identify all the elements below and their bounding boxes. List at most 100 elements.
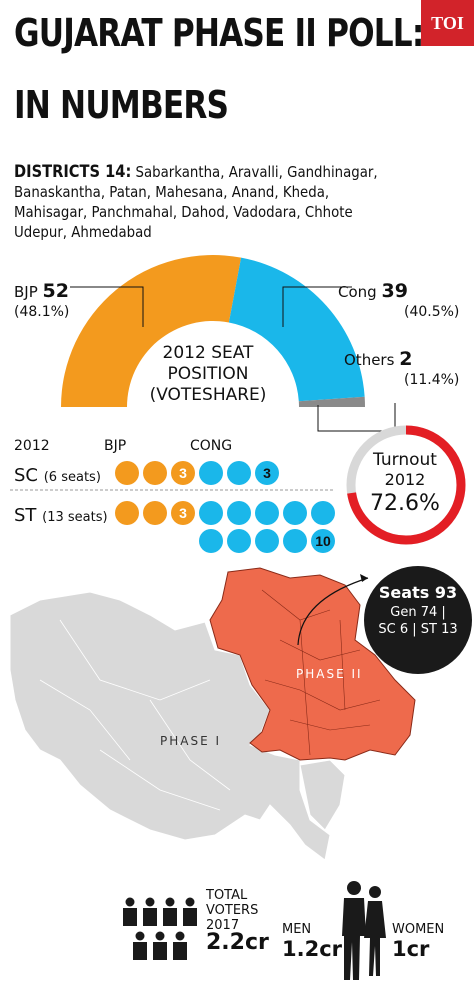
turnout-year: 2012	[384, 470, 426, 489]
bjp-seat-dot	[115, 461, 139, 485]
total-voters-text: TOTAL VOTERS 2017 2.2cr	[206, 888, 269, 955]
phase1-label: PHASE I	[160, 734, 222, 748]
others-pct: (11.4%)	[404, 372, 460, 388]
page-title-line1: GUJARAT PHASE II POLL:	[14, 11, 424, 55]
others-seat-label: Others 2	[344, 348, 412, 370]
st-row-label: ST (13 seats)	[14, 505, 108, 526]
districts-list: Sabarkantha, Aravalli, Gandhinagar, Bana…	[14, 163, 378, 241]
cong-seat-dot	[311, 501, 335, 525]
men-label: MEN	[282, 922, 312, 937]
center-line1: 2012 SEAT	[162, 343, 254, 363]
cong-seats: 39	[381, 280, 408, 302]
others-seats: 2	[399, 348, 413, 370]
bjp-seat-dot	[143, 501, 167, 525]
turnout-ring-fill	[346, 425, 466, 545]
voter-body	[183, 908, 197, 926]
cong-seat-dot-count: 10	[315, 533, 331, 549]
voter-body	[143, 908, 157, 926]
bjp-seat-dot	[115, 501, 139, 525]
cong-seat-dot	[311, 529, 335, 553]
cong-seat-dot	[199, 461, 223, 485]
cong-seat-dot	[255, 461, 279, 485]
bjp-seat-dot	[143, 461, 167, 485]
cong-seat-dot	[199, 529, 223, 553]
bjp-seat-dot-count: 3	[179, 465, 187, 481]
cong-seat-dot	[227, 461, 251, 485]
women-value: 1cr	[392, 937, 430, 961]
cong-seat-dot	[283, 501, 307, 525]
phase2-region	[209, 567, 416, 761]
voters-icon	[123, 897, 197, 960]
voter-head	[125, 897, 135, 907]
voter-head	[165, 897, 175, 907]
phase2-district-lines	[261, 589, 381, 756]
bjp-seat-label: BJP 52	[14, 280, 69, 302]
cong-seat-label: Cong 39	[338, 280, 408, 302]
seat-position-chart	[61, 255, 396, 432]
men-value: 1.2cr	[282, 937, 343, 961]
voter-head	[145, 897, 155, 907]
districts-text: DISTRICTS 14: Sabarkantha, Aravalli, Gan…	[14, 162, 401, 242]
women-label: WOMEN	[392, 922, 445, 937]
seat-position-title: 2012 SEAT POSITION (VOTESHARE)	[118, 343, 298, 406]
cong-arc	[228, 257, 365, 402]
total-line1: TOTAL	[206, 888, 248, 903]
seats-total: Seats 93	[378, 583, 458, 602]
others-leader-line	[317, 403, 396, 432]
total-value: 2.2cr	[206, 930, 269, 955]
voter-head	[135, 931, 145, 941]
reserved-seats-chart: 3 3 3 10	[10, 461, 335, 553]
toi-logo-text: TOI	[431, 12, 464, 33]
cong-seat-dot	[199, 501, 223, 525]
voter-head	[175, 931, 185, 941]
reserved-year: 2012	[14, 438, 50, 454]
voter-head	[185, 897, 195, 907]
seats-badge: Seats 93 Gen 74 | SC 6 | ST 13	[364, 566, 472, 674]
men-text: MEN 1.2cr	[282, 922, 342, 961]
st-sub: (13 seats)	[42, 510, 108, 525]
cong-leader-line	[282, 286, 352, 327]
st-label: ST	[14, 505, 37, 526]
bjp-label: BJP	[14, 283, 38, 301]
turnout-label: Turnout	[373, 450, 437, 470]
bjp-seat-dot	[171, 501, 195, 525]
gujarat-map	[9, 567, 416, 861]
others-label: Others	[344, 351, 395, 369]
seats-pointer-head	[360, 574, 368, 582]
bjp-seats: 52	[42, 280, 69, 302]
turnout-text: Turnout 2012 72.6%	[350, 450, 460, 516]
seats-gen: Gen 74 |	[390, 605, 446, 620]
cong-seat-dot	[227, 501, 251, 525]
phase2-label: PHASE II	[296, 667, 363, 681]
cong-label: Cong	[338, 283, 377, 301]
voter-body	[173, 942, 187, 960]
bjp-pct: (48.1%)	[14, 304, 70, 320]
men-women-icon	[342, 881, 386, 980]
voter-body	[133, 942, 147, 960]
sc-label: SC	[14, 465, 38, 486]
turnout-value: 72.6%	[370, 491, 440, 516]
cong-seat-dot	[255, 501, 279, 525]
bjp-leader-line	[70, 286, 144, 327]
sc-sub: (6 seats)	[43, 470, 101, 485]
total-line2: VOTERS	[206, 903, 259, 918]
others-arc	[298, 396, 365, 407]
cong-seat-dot-count: 3	[263, 465, 271, 481]
center-line2: POSITION	[167, 364, 249, 384]
turnout-ring	[346, 425, 466, 545]
bjp-arc	[61, 255, 242, 407]
districts-label: DISTRICTS 14:	[14, 162, 132, 182]
seats-pointer-arrow	[297, 577, 369, 646]
phase1-region	[9, 591, 331, 861]
center-line3: (VOTESHARE)	[149, 385, 267, 405]
seats-sc-st: SC 6 | ST 13	[378, 622, 458, 637]
bjp-seat-dot	[171, 461, 195, 485]
reserved-cong-head: CONG	[190, 438, 233, 454]
cong-pct: (40.5%)	[404, 304, 460, 320]
voter-body	[153, 942, 167, 960]
phase1-extra	[299, 759, 346, 831]
sc-row-label: SC (6 seats)	[14, 465, 101, 486]
total-line3: 2017	[206, 918, 240, 933]
bjp-seat-dot-count: 3	[179, 505, 187, 521]
voter-head	[155, 931, 165, 941]
